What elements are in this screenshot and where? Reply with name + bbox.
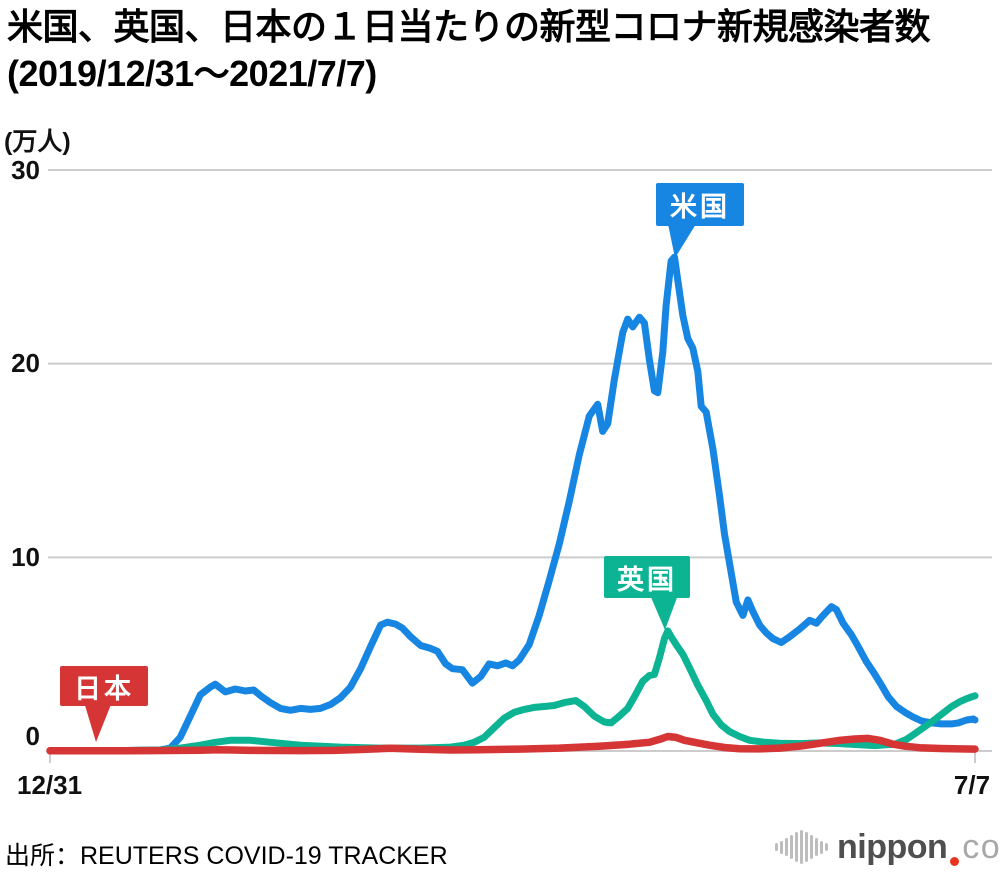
x-tick-label-end: 7/7: [953, 770, 991, 800]
logo-text-com: com: [962, 827, 1000, 866]
page-title: 米国、英国、日本の１日当たりの新型コロナ新規感染者数 (2019/12/31～2…: [7, 4, 992, 98]
y-tick-label-10: 10: [11, 542, 40, 572]
us-label-pointer: [668, 224, 696, 258]
soundwave-icon: [775, 827, 828, 867]
uk-series-label: 英国: [604, 556, 690, 598]
logo-text-nippon: nippon: [837, 827, 948, 866]
uk-line: [46, 627, 979, 755]
y-tick-label-20: 20: [11, 348, 40, 378]
title-line-1: 米国、英国、日本の１日当たりの新型コロナ新規感染者数: [7, 6, 931, 47]
nippon-com-logo: nippon com: [775, 824, 1000, 870]
uk-label-pointer: [650, 595, 678, 630]
y-tick-label-30: 30: [11, 155, 40, 185]
us-series-label: 米国: [656, 183, 744, 226]
us-line: [46, 253, 979, 755]
jp-label-pointer: [84, 702, 112, 742]
title-line-2: (2019/12/31～2021/7/7): [7, 52, 377, 94]
y-tick-label-0: 0: [25, 721, 40, 751]
logo-red-dot-icon: [950, 856, 960, 866]
us-series-label-text: 米国: [670, 192, 730, 222]
x-tick-label-start: 12/31: [17, 770, 83, 800]
jp-line: [46, 732, 979, 755]
uk-series-label-text: 英国: [617, 564, 677, 595]
japan-series-label: 日本: [60, 666, 148, 706]
japan-series-label-text: 日本: [74, 673, 134, 704]
y-axis-unit-label: (万人): [4, 128, 71, 156]
source-attribution: 出所：REUTERS COVID-19 TRACKER: [5, 842, 448, 870]
logo-wordmark: nippon com: [837, 828, 1000, 867]
